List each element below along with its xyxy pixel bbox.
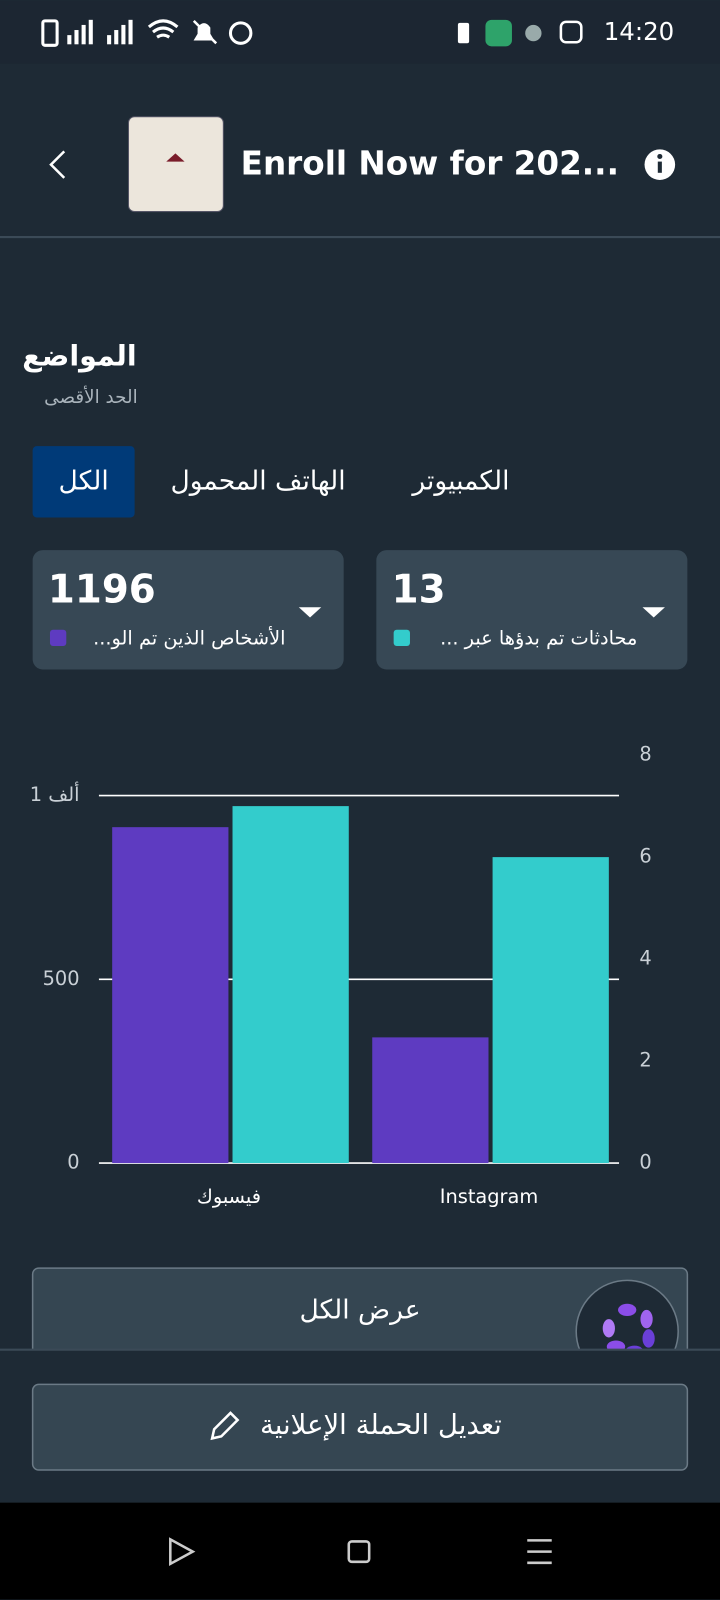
legend-swatch bbox=[393, 629, 410, 647]
legend-swatch bbox=[49, 629, 67, 647]
status-icons bbox=[41, 19, 583, 47]
y2-tick-label: 2 bbox=[639, 1049, 651, 1072]
bar bbox=[372, 1037, 489, 1164]
y2-tick-label: 8 bbox=[639, 743, 651, 766]
tab[interactable]: الكمبيوتر bbox=[410, 465, 509, 496]
info-glyph bbox=[657, 161, 662, 173]
nav-menu[interactable] bbox=[527, 1539, 552, 1565]
edit-button[interactable] bbox=[31, 1383, 689, 1471]
info-glyph-dot bbox=[657, 153, 663, 160]
nav-back[interactable] bbox=[169, 1537, 196, 1567]
section-title: المواضع bbox=[22, 338, 136, 372]
tab[interactable]: الكل bbox=[59, 465, 109, 496]
legend-label: محادثات تم بدؤها عبر ... bbox=[440, 626, 637, 649]
tab[interactable]: الهاتف المحمول bbox=[170, 465, 345, 496]
tab-selected-bg bbox=[32, 446, 135, 518]
nav-bar bbox=[0, 1502, 720, 1600]
back-button[interactable] bbox=[49, 150, 66, 179]
dropdown-arrow[interactable] bbox=[642, 607, 665, 618]
metric-card[interactable] bbox=[32, 550, 344, 670]
y2-tick-label: 4 bbox=[639, 947, 651, 970]
bar bbox=[492, 857, 609, 1164]
ad-thumbnail bbox=[127, 116, 224, 213]
pencil-icon bbox=[210, 1411, 240, 1441]
status-bar bbox=[0, 0, 720, 64]
dropdown-arrow[interactable] bbox=[298, 607, 322, 618]
chart: 0 500 1 ألف 0 2 4 6 8 فيسبوك Instagram bbox=[30, 743, 652, 1209]
edit-label: تعديل الحملة الإعلانية bbox=[260, 1409, 502, 1441]
y-tick-label: 0 bbox=[67, 1151, 79, 1174]
view-all-label: عرض الكل bbox=[299, 1294, 420, 1325]
assistant-icon bbox=[602, 1303, 655, 1358]
x-tick-label: فيسبوك bbox=[197, 1185, 261, 1208]
y2-tick-label: 6 bbox=[639, 845, 651, 868]
nav-home[interactable] bbox=[347, 1540, 371, 1564]
legend-label: الأشخاص الذين تم الو... bbox=[93, 625, 285, 649]
x-tick-label: Instagram bbox=[440, 1185, 538, 1208]
metric-value: 1196 bbox=[48, 567, 156, 612]
y-tick-label: 500 bbox=[43, 967, 80, 990]
thumbnail-logo bbox=[166, 153, 185, 162]
bar bbox=[232, 806, 349, 1164]
clock: 14:20 bbox=[604, 17, 675, 46]
metric-card[interactable] bbox=[376, 550, 688, 670]
header-title: Enroll Now for 202... bbox=[241, 145, 619, 183]
section-subtitle: الحد الأقصى bbox=[44, 385, 138, 408]
metric-value: 13 bbox=[392, 567, 446, 612]
y-tick-label: 1 ألف bbox=[30, 782, 80, 806]
y2-tick-label: 0 bbox=[639, 1151, 651, 1174]
bar bbox=[112, 827, 229, 1164]
